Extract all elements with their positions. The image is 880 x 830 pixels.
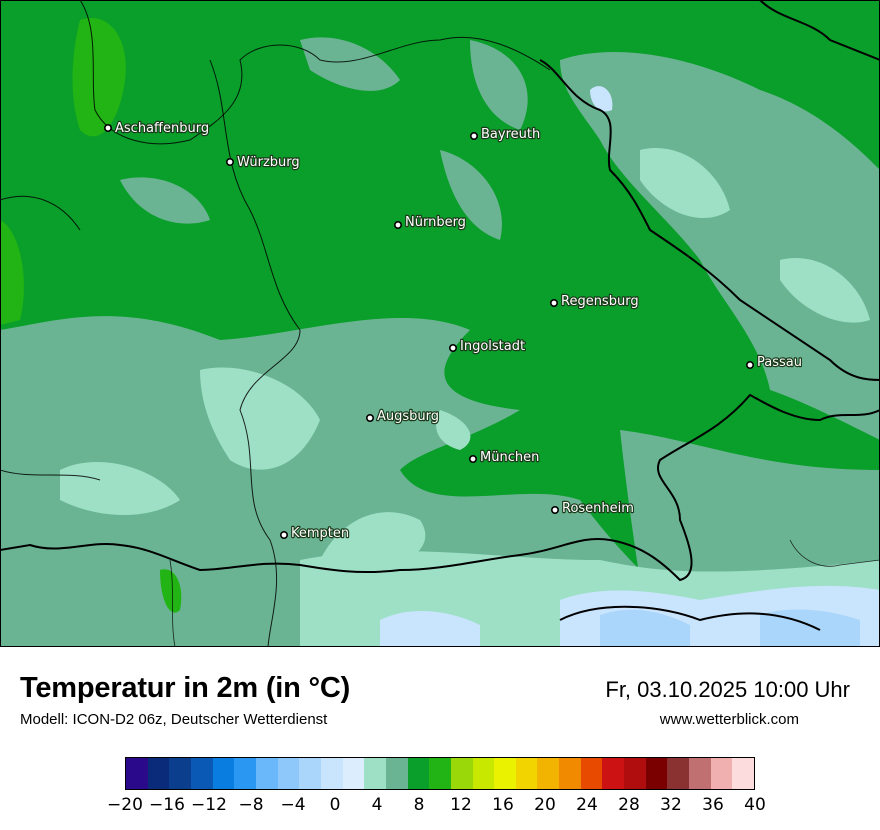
colorbar-segment <box>429 758 451 789</box>
city-marker <box>226 158 235 167</box>
colorbar-segment <box>645 758 668 789</box>
forecast-datetime: Fr, 03.10.2025 10:00 Uhr <box>605 677 850 702</box>
colorbar-segment <box>624 758 646 789</box>
colorbar-tick-label: 32 <box>660 795 682 815</box>
city-label: Augsburg <box>377 409 439 424</box>
city-augsburg[interactable]: Augsburg <box>365 408 440 425</box>
city-label: Aschaffenburg <box>115 121 209 136</box>
city-marker <box>549 298 558 307</box>
colorbar-segment <box>190 758 213 789</box>
temperature-map: Aschaffenburg Würzburg Bayreuth Nürnberg… <box>0 0 880 647</box>
city-rosenheim[interactable]: Rosenheim <box>550 500 635 517</box>
city-marker <box>550 505 559 514</box>
colorbar-tick-label: 24 <box>576 795 598 815</box>
colorbar-segment <box>385 758 408 789</box>
temperature-field-frost <box>600 609 860 647</box>
minor-borders <box>169 539 880 647</box>
colorbar-tick-label: −8 <box>238 795 264 815</box>
colorbar-segment <box>407 758 430 789</box>
city-label: Ingolstadt <box>460 339 525 354</box>
colorbar-tick-label: −12 <box>191 795 227 815</box>
colorbar-segment <box>537 758 560 789</box>
city-marker <box>393 221 402 230</box>
city-regensburg[interactable]: Regensburg <box>549 293 640 310</box>
city-bayreuth[interactable]: Bayreuth <box>469 126 541 143</box>
colorbar-segment <box>494 758 516 789</box>
city-label: Passau <box>757 355 802 370</box>
colorbar-segment <box>169 758 191 789</box>
colorbar-tick-label: −16 <box>149 795 185 815</box>
colorbar-segment <box>212 758 235 789</box>
colorbar-segment <box>255 758 278 789</box>
colorbar-segment <box>710 758 733 789</box>
colorbar-segment <box>602 758 625 789</box>
colorbar-segment <box>277 758 300 789</box>
city-label: Regensburg <box>561 294 639 309</box>
colorbar-tick-label: 40 <box>744 795 766 815</box>
state-borders <box>0 0 551 647</box>
map-subtitle: Modell: ICON-D2 06z, Deutscher Wetterdie… <box>20 711 328 728</box>
colorbar-tick-label: 0 <box>329 795 341 815</box>
city-wuerzburg[interactable]: Würzburg <box>226 154 301 171</box>
colorbar-tick-label: −4 <box>280 795 306 815</box>
colorbar-segment <box>472 758 495 789</box>
colorbar-segment <box>732 758 755 789</box>
colorbar-segment <box>667 758 690 789</box>
colorbar-tick-label: 4 <box>371 795 383 815</box>
map-title: Temperatur in 2m (in °C) <box>20 672 351 704</box>
colorbar-segment <box>689 758 711 789</box>
city-label: Würzburg <box>237 155 300 170</box>
city-label: Rosenheim <box>562 501 634 516</box>
colorbar-tick-label: −20 <box>107 795 143 815</box>
city-kempten[interactable]: Kempten <box>279 525 350 542</box>
colorbar-segment <box>515 758 538 789</box>
city-marker <box>104 124 113 133</box>
city-label: München <box>480 450 539 465</box>
colorbar-segment <box>559 758 581 789</box>
colorbar-tick-label: 20 <box>534 795 556 815</box>
temperature-colorbar <box>125 757 755 790</box>
colorbar-segment <box>364 758 386 789</box>
colorbar-ticks: −20 −16 −12 −8 −4 0 4 8 12 16 20 24 28 32 36 40 <box>0 795 880 825</box>
colorbar-segment <box>234 758 256 789</box>
city-marker <box>448 343 457 352</box>
colorbar-tick-label: 8 <box>413 795 425 815</box>
city-marker <box>279 530 288 539</box>
city-label: Bayreuth <box>481 127 540 142</box>
colorbar-segment <box>126 758 148 789</box>
colorbar-tick-label: 12 <box>450 795 472 815</box>
city-label: Kempten <box>291 526 349 541</box>
colorbar-tick-label: 16 <box>492 795 514 815</box>
city-aschaffenburg[interactable]: Aschaffenburg <box>104 120 210 137</box>
colorbar-tick-label: 36 <box>702 795 724 815</box>
city-marker <box>745 360 754 369</box>
city-muenchen[interactable]: München <box>468 449 541 466</box>
city-passau[interactable]: Passau <box>745 354 803 371</box>
city-label: Nürnberg <box>405 215 466 230</box>
colorbar-segment <box>450 758 473 789</box>
colorbar-segment <box>342 758 365 789</box>
city-ingolstadt[interactable]: Ingolstadt <box>448 338 526 355</box>
country-borders <box>0 0 880 631</box>
city-nuernberg[interactable]: Nürnberg <box>393 214 467 231</box>
website-link[interactable]: www.wetterblick.com <box>659 711 799 728</box>
colorbar-tick-label: 28 <box>618 795 640 815</box>
colorbar-segment <box>580 758 603 789</box>
city-marker <box>469 132 478 141</box>
colorbar-segment <box>320 758 343 789</box>
colorbar-segment <box>299 758 321 789</box>
city-marker <box>468 454 477 463</box>
colorbar-segment <box>147 758 170 789</box>
city-marker <box>365 413 374 422</box>
temperature-field-warm <box>0 18 182 613</box>
